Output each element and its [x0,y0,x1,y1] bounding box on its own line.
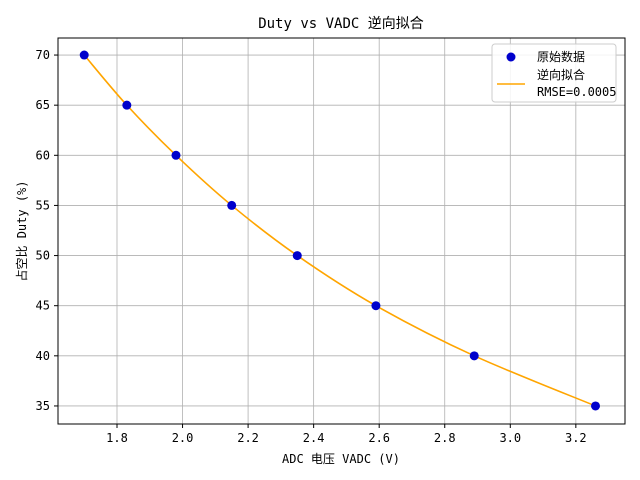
x-axis-label: ADC 电压 VADC (V) [282,452,400,466]
legend: 原始数据 逆向拟合 RMSE=0.0005 [491,43,617,103]
data-point [371,301,381,311]
data-point [469,351,479,361]
y-tick-label: 60 [36,148,50,162]
legend-box [491,43,617,103]
y-axis-label: 占空比 Duty (%) [14,180,29,281]
y-tick-label: 35 [36,399,50,413]
x-tick-label: 3.2 [565,431,587,445]
data-point [227,200,237,210]
data-point [122,100,132,110]
y-axis-ticks: 35 40 45 50 55 60 65 70 [36,48,58,413]
x-tick-label: 2.8 [434,431,456,445]
grid [58,38,625,424]
legend-label-fit-rmse: RMSE=0.0005 [537,85,616,99]
plot-frame [57,37,626,425]
legend-label-fit: 逆向拟合 [537,67,585,82]
data-point [292,251,302,261]
chart-title: Duty vs VADC 逆向拟合 [258,16,424,32]
data-point [171,150,181,160]
x-tick-label: 3.0 [499,431,521,445]
x-tick-label: 2.2 [237,431,259,445]
x-tick-label: 2.4 [303,431,325,445]
y-tick-label: 55 [36,198,50,212]
data-points-layer [79,50,601,411]
x-tick-label: 1.8 [106,431,128,445]
legend-marker-scatter [506,52,516,62]
y-tick-label: 40 [36,349,50,363]
fit-line [83,54,596,407]
x-axis-ticks: 1.8 2.0 2.2 2.4 2.6 2.8 3.0 3.2 [106,424,587,445]
data-point [79,50,89,60]
legend-label-scatter: 原始数据 [537,49,585,64]
y-tick-label: 70 [36,48,50,62]
x-tick-label: 2.0 [172,431,194,445]
x-tick-label: 2.6 [368,431,390,445]
y-tick-label: 45 [36,299,50,313]
y-tick-label: 65 [36,98,50,112]
y-tick-label: 50 [36,249,50,263]
fit-line-layer [83,54,596,407]
data-point [591,401,601,411]
